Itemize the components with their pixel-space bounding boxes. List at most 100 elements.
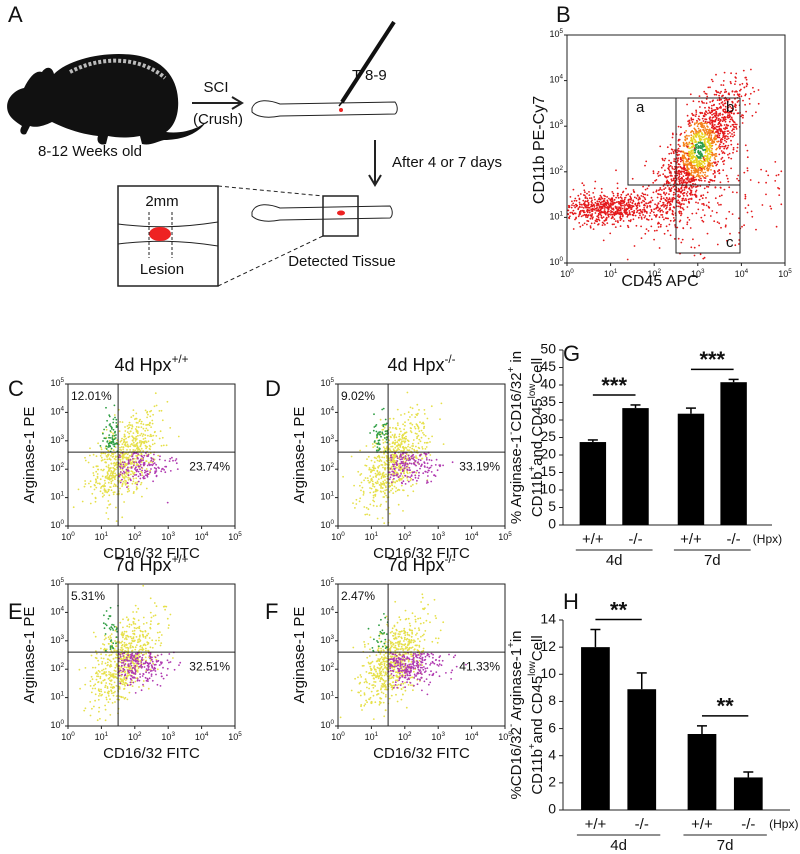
- event-dot: [661, 209, 663, 212]
- event-dot: [640, 225, 642, 228]
- event-dot: [592, 216, 594, 219]
- event-dot: [677, 170, 680, 173]
- event-dot: [704, 139, 706, 142]
- event-dot: [623, 211, 626, 214]
- event-dot: [716, 243, 719, 246]
- lesion: [149, 227, 171, 241]
- event-dot: [389, 426, 391, 429]
- y-tick-label: 100: [549, 256, 563, 267]
- event-dot: [735, 127, 738, 130]
- event-dot: [419, 421, 421, 424]
- event-dot: [572, 209, 575, 212]
- tick-base: 10: [465, 532, 475, 542]
- event-dot: [638, 212, 641, 215]
- event-dot: [414, 416, 417, 418]
- event-dot: [373, 456, 376, 459]
- event-dot: [734, 103, 737, 106]
- event-dot: [155, 404, 158, 407]
- event-dot: [134, 440, 137, 442]
- event-dot: [683, 203, 685, 206]
- event-dot: [374, 472, 377, 475]
- event-dot: [590, 205, 593, 207]
- event-dot: [105, 682, 108, 684]
- event-dot: [743, 224, 745, 227]
- event-dot: [678, 150, 680, 152]
- event-dot: [423, 441, 426, 444]
- event-dot: [604, 223, 606, 226]
- event-dot: [137, 434, 139, 437]
- tick-exponent: 0: [570, 268, 574, 275]
- event-dot: [615, 196, 617, 199]
- event-dot: [616, 208, 619, 211]
- event-dot: [109, 654, 111, 656]
- event-dot: [664, 193, 667, 196]
- event-dot: [145, 647, 147, 650]
- event-dot: [406, 457, 409, 460]
- event-dot: [614, 220, 617, 223]
- event-dot: [126, 481, 129, 484]
- event-dot: [132, 611, 135, 613]
- event-dot: [580, 215, 583, 218]
- event-dot: [139, 648, 141, 651]
- event-dot: [402, 476, 405, 479]
- event-dot: [128, 642, 131, 645]
- event-dot: [360, 473, 363, 475]
- event-dot: [605, 204, 608, 207]
- event-dot: [108, 488, 110, 491]
- event-dot: [678, 188, 680, 191]
- event-dot: [690, 117, 693, 120]
- event-dot: [574, 206, 576, 209]
- event-dot: [682, 163, 685, 165]
- event-dot: [109, 672, 112, 674]
- event-dot: [396, 408, 399, 411]
- event-dot: [404, 483, 407, 485]
- event-dot: [696, 125, 699, 128]
- event-dot: [369, 487, 371, 489]
- event-dot: [681, 189, 684, 192]
- event-dot: [148, 422, 151, 425]
- event-dot: [649, 201, 652, 204]
- event-dot: [100, 448, 103, 451]
- event-dot: [397, 424, 399, 426]
- event-dot: [401, 475, 404, 477]
- event-dot: [172, 657, 174, 659]
- event-dot: [727, 180, 730, 183]
- event-dot: [690, 155, 693, 158]
- event-dot: [724, 225, 727, 228]
- event-dot: [422, 472, 425, 475]
- event-dot: [121, 437, 123, 440]
- event-dot: [390, 459, 393, 461]
- event-dot: [744, 193, 747, 196]
- event-dot: [698, 100, 700, 103]
- event-dot: [633, 211, 635, 214]
- event-dot: [638, 196, 641, 199]
- event-dot: [409, 458, 412, 461]
- event-dot: [130, 470, 133, 473]
- event-dot: [578, 212, 581, 215]
- event-dot: [123, 433, 126, 436]
- event-dot: [105, 490, 107, 493]
- event-dot: [596, 206, 598, 209]
- event-dot: [115, 645, 118, 647]
- tick-exponent: 1: [330, 491, 334, 498]
- event-dot: [689, 161, 691, 164]
- event-dot: [599, 201, 602, 204]
- event-dot: [106, 440, 109, 443]
- event-dot: [123, 456, 126, 459]
- event-dot: [397, 488, 400, 491]
- event-dot: [741, 82, 744, 85]
- event-dot: [359, 497, 362, 500]
- event-dot: [110, 472, 112, 475]
- event-dot: [79, 687, 81, 690]
- event-dot: [401, 462, 404, 465]
- event-dot: [388, 459, 391, 462]
- event-dot: [706, 185, 708, 188]
- event-dot: [105, 674, 108, 677]
- event-dot: [713, 114, 716, 117]
- event-dot: [673, 177, 676, 180]
- plot-frame: [566, 34, 786, 264]
- event-dot: [659, 225, 662, 228]
- event-dot: [728, 152, 731, 155]
- event-dot: [140, 466, 143, 469]
- event-dot: [718, 117, 720, 120]
